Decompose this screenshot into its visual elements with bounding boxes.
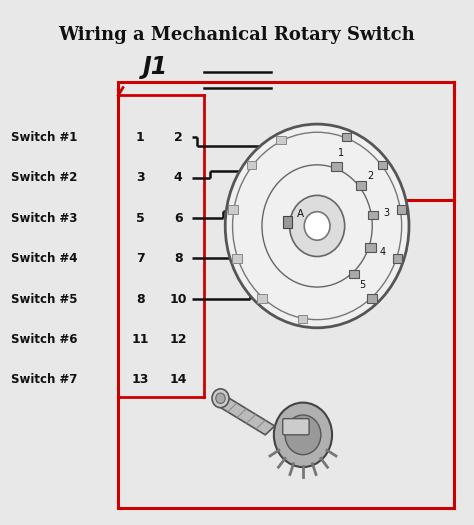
FancyBboxPatch shape — [365, 244, 376, 251]
Circle shape — [212, 389, 229, 408]
Text: Switch #3: Switch #3 — [11, 212, 77, 225]
Text: 2: 2 — [367, 171, 374, 181]
Polygon shape — [218, 397, 275, 435]
Text: 7: 7 — [136, 252, 145, 265]
Text: 3: 3 — [383, 207, 389, 217]
Text: Wiring a Mechanical Rotary Switch: Wiring a Mechanical Rotary Switch — [59, 26, 415, 44]
Circle shape — [274, 403, 332, 467]
Text: 5: 5 — [359, 280, 365, 290]
Text: Switch #4: Switch #4 — [11, 252, 77, 265]
FancyBboxPatch shape — [298, 315, 307, 323]
Text: 12: 12 — [169, 333, 187, 346]
Text: Switch #5: Switch #5 — [11, 292, 77, 306]
Text: 10: 10 — [169, 292, 187, 306]
Circle shape — [290, 195, 345, 257]
Text: 4: 4 — [380, 247, 386, 257]
Text: 1: 1 — [136, 131, 145, 144]
FancyBboxPatch shape — [397, 205, 406, 214]
FancyBboxPatch shape — [283, 418, 309, 435]
Text: Switch #1: Switch #1 — [11, 131, 77, 144]
Text: J1: J1 — [143, 55, 168, 79]
Text: A: A — [297, 209, 304, 219]
FancyBboxPatch shape — [232, 254, 242, 262]
Text: 11: 11 — [132, 333, 149, 346]
FancyBboxPatch shape — [356, 181, 366, 190]
Text: 8: 8 — [136, 292, 145, 306]
Text: Switch #7: Switch #7 — [11, 373, 77, 386]
FancyBboxPatch shape — [331, 162, 342, 171]
Text: Switch #6: Switch #6 — [11, 333, 77, 346]
FancyBboxPatch shape — [247, 161, 256, 169]
FancyBboxPatch shape — [257, 295, 267, 303]
Text: 3: 3 — [136, 171, 145, 184]
FancyBboxPatch shape — [283, 216, 292, 228]
FancyBboxPatch shape — [392, 254, 402, 262]
FancyBboxPatch shape — [228, 205, 237, 214]
Circle shape — [216, 393, 225, 404]
Text: Switch #2: Switch #2 — [11, 171, 77, 184]
Text: 4: 4 — [174, 171, 182, 184]
Text: 1: 1 — [338, 148, 344, 158]
Text: 14: 14 — [169, 373, 187, 386]
Text: 2: 2 — [174, 131, 182, 144]
Text: 8: 8 — [174, 252, 182, 265]
Text: 13: 13 — [132, 373, 149, 386]
Circle shape — [225, 124, 409, 328]
FancyBboxPatch shape — [378, 161, 387, 169]
Text: 5: 5 — [136, 212, 145, 225]
FancyBboxPatch shape — [367, 295, 377, 303]
Circle shape — [285, 415, 321, 455]
FancyBboxPatch shape — [348, 270, 359, 278]
FancyBboxPatch shape — [276, 136, 286, 144]
FancyBboxPatch shape — [342, 133, 351, 141]
FancyBboxPatch shape — [368, 211, 378, 219]
Text: 6: 6 — [174, 212, 182, 225]
Circle shape — [304, 212, 330, 240]
